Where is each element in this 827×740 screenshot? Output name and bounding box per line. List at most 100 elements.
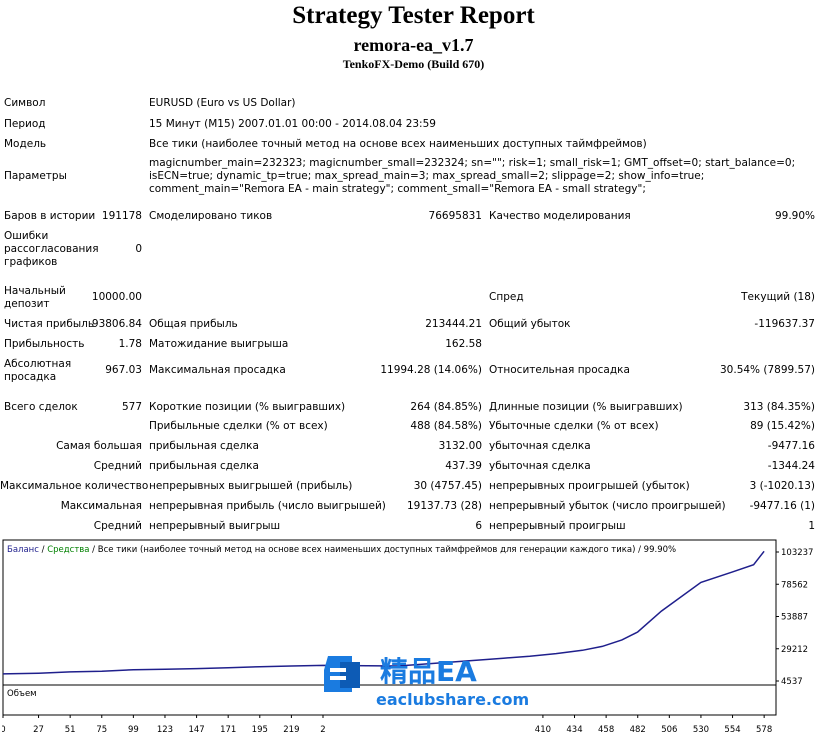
largest-loss-label: убыточная сделка bbox=[489, 440, 591, 452]
max-cons-loss-label: непрерывный убыток (число проигрышей) bbox=[489, 500, 726, 512]
x-tick-label: 0 bbox=[2, 725, 6, 735]
short-label: Короткие позиции (% выигравших) bbox=[149, 401, 346, 413]
x-tick-label: 171 bbox=[220, 725, 236, 735]
x-tick-label: 147 bbox=[188, 725, 204, 735]
gross-loss-label: Общий убыток bbox=[489, 318, 571, 330]
model-label: Модель bbox=[4, 138, 47, 150]
legend-separator: / bbox=[39, 545, 47, 555]
expected-payoff-value: 162.58 bbox=[445, 338, 482, 350]
balance-series-line bbox=[2, 550, 765, 675]
quality-label: Качество моделирования bbox=[489, 210, 631, 222]
x-tick-label: 27 bbox=[33, 725, 44, 735]
gross-profit-value: 213444.21 bbox=[425, 318, 482, 330]
rel-dd-value: 30.54% (7899.57) bbox=[720, 364, 815, 376]
x-tick-label: 51 bbox=[65, 725, 76, 735]
long-value: 313 (84.35%) bbox=[743, 401, 815, 413]
watermark-brand: 精品EA bbox=[380, 655, 477, 688]
x-tick-label: 2 bbox=[320, 725, 325, 735]
largest-loss-value: -9477.16 bbox=[767, 440, 815, 452]
spread-label: Спред bbox=[489, 291, 524, 303]
max-cons-losses-value: 3 (-1020.13) bbox=[749, 480, 815, 492]
maximal-label: Максимальная bbox=[60, 500, 142, 512]
rel-dd-label: Относительная просадка bbox=[489, 364, 630, 376]
x-tick-label: 458 bbox=[598, 725, 614, 735]
x-tick-label: 75 bbox=[96, 725, 107, 735]
y-tick-label: 78562 bbox=[781, 580, 808, 590]
avg-cons-losses-label: непрерывный проигрыш bbox=[489, 520, 626, 532]
quality-value: 99.90% bbox=[774, 210, 815, 222]
x-tick-label: 219 bbox=[283, 725, 299, 735]
server-name: TenkoFX-Demo (Build 670) bbox=[342, 57, 485, 71]
avg-loss-label: убыточная сделка bbox=[489, 460, 591, 472]
max-dd-value: 11994.28 (14.06%) bbox=[380, 364, 482, 376]
avg-loss-value: -1344.24 bbox=[767, 460, 815, 472]
deposit-value: 10000.00 bbox=[91, 291, 142, 303]
net-profit-label: Чистая прибыль bbox=[4, 318, 95, 330]
avg-cons-wins-label: непрерывный выигрыш bbox=[149, 520, 281, 532]
short-value: 264 (84.85%) bbox=[410, 401, 482, 413]
legend-model: Все тики (наиболее точный метод на основ… bbox=[98, 545, 636, 555]
average-label: Средний bbox=[93, 460, 142, 472]
svg-text:Баланс / Средства / Все тики (: Баланс / Средства / Все тики (наиболее т… bbox=[7, 545, 676, 555]
chart-main-frame bbox=[2, 539, 777, 686]
params-label: Параметры bbox=[4, 170, 67, 182]
params-value: magicnumber_main=232323; magicnumber_sma… bbox=[149, 157, 796, 195]
avg-profit-value: 437.39 bbox=[445, 460, 482, 472]
chart-volume-frame bbox=[2, 684, 777, 716]
gross-loss-value: -119637.37 bbox=[754, 318, 815, 330]
x-tick-label: 434 bbox=[566, 725, 582, 735]
symbol-value: EURUSD (Euro vs US Dollar) bbox=[149, 97, 296, 109]
model-value: Все тики (наиболее точный метод на основ… bbox=[149, 138, 647, 150]
largest-label: Самая большая bbox=[56, 440, 142, 452]
max-cons-profit-label: непрерывная прибыль (число выигрышей) bbox=[149, 500, 386, 512]
symbol-label: Символ bbox=[4, 97, 46, 109]
max-cons-losses-label: непрерывных проигрышей (убыток) bbox=[489, 480, 690, 492]
legend-separator: / bbox=[89, 545, 97, 555]
max-cons-profit-value: 19137.73 (28) bbox=[407, 500, 482, 512]
watermark-logo-icon bbox=[324, 656, 360, 692]
profit-factor-value: 1.78 bbox=[118, 338, 142, 350]
loss-trades-label: Убыточные сделки (% от всех) bbox=[489, 420, 659, 432]
largest-profit-value: 3132.00 bbox=[438, 440, 482, 452]
max-dd-label: Максимальная просадка bbox=[149, 364, 286, 376]
x-tick-label: 530 bbox=[693, 725, 709, 735]
y-tick-label: 29212 bbox=[781, 645, 808, 655]
profit-trades-label: Прибыльные сделки (% от всех) bbox=[149, 420, 328, 432]
max-cons-wins-label: непрерывных выигрышей (прибыль) bbox=[149, 480, 353, 492]
x-tick-label: 99 bbox=[128, 725, 139, 735]
avg-profit-label: прибыльная сделка bbox=[149, 460, 259, 472]
loss-trades-value: 89 (15.42%) bbox=[750, 420, 815, 432]
max-cons-wins-value: 30 (4757.45) bbox=[413, 480, 482, 492]
total-trades-label: Всего сделок bbox=[4, 401, 78, 413]
bars-value: 191178 bbox=[101, 210, 142, 222]
abs-dd-label: Абсолютная просадка bbox=[4, 358, 72, 383]
avg-cons-wins-value: 6 bbox=[475, 520, 482, 532]
x-tick-label: 482 bbox=[630, 725, 646, 735]
total-trades-value: 577 bbox=[121, 401, 142, 413]
y-tick-label: 103237 bbox=[781, 548, 813, 558]
y-tick-label: 4537 bbox=[781, 677, 803, 687]
spread-value: Текущий (18) bbox=[741, 291, 815, 303]
expected-payoff-label: Матожидание выигрыша bbox=[149, 338, 289, 350]
x-tick-label: 410 bbox=[535, 725, 551, 735]
long-label: Длинные позиции (% выигравших) bbox=[489, 401, 683, 413]
max-cons-loss-value: -9477.16 (1) bbox=[749, 500, 815, 512]
y-tick-label: 53887 bbox=[781, 613, 808, 623]
bars-label: Баров в истории bbox=[4, 210, 96, 222]
report-title: Strategy Tester Report bbox=[292, 2, 535, 29]
avg-cons-losses-value: 1 bbox=[808, 520, 815, 532]
period-label: Период bbox=[4, 118, 46, 130]
x-tick-label: 554 bbox=[724, 725, 740, 735]
deposit-label: Начальный депозит bbox=[4, 285, 66, 310]
watermark: 精品EA eaclubshare.com bbox=[318, 650, 529, 720]
profit-factor-label: Прибыльность bbox=[4, 338, 85, 350]
x-tick-label: 578 bbox=[756, 725, 772, 735]
abs-dd-value: 967.03 bbox=[105, 364, 142, 376]
errors-label: Ошибки рассогласования графиков bbox=[4, 230, 99, 268]
legend-equity: Средства bbox=[47, 545, 89, 555]
legend-quality: / 99.90% bbox=[635, 545, 676, 555]
profit-trades-value: 488 (84.58%) bbox=[410, 420, 482, 432]
gross-profit-label: Общая прибыль bbox=[149, 318, 238, 330]
period-value: 15 Минут (M15) 2007.01.01 00:00 - 2014.0… bbox=[149, 118, 436, 130]
ticks-value: 76695831 bbox=[428, 210, 482, 222]
